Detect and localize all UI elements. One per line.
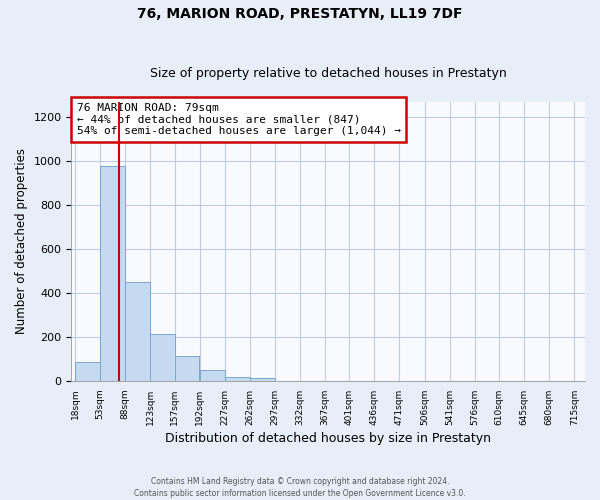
X-axis label: Distribution of detached houses by size in Prestatyn: Distribution of detached houses by size … [165, 432, 491, 445]
Text: 76, MARION ROAD, PRESTATYN, LL19 7DF: 76, MARION ROAD, PRESTATYN, LL19 7DF [137, 8, 463, 22]
Bar [100, 166, 125, 381]
Bar [175, 356, 199, 381]
Bar [250, 378, 275, 381]
Text: Contains HM Land Registry data © Crown copyright and database right 2024.
Contai: Contains HM Land Registry data © Crown c… [134, 476, 466, 498]
Title: Size of property relative to detached houses in Prestatyn: Size of property relative to detached ho… [150, 66, 506, 80]
Bar [151, 334, 175, 381]
Y-axis label: Number of detached properties: Number of detached properties [15, 148, 28, 334]
Bar [75, 362, 100, 381]
Text: 76 MARION ROAD: 79sqm
← 44% of detached houses are smaller (847)
54% of semi-det: 76 MARION ROAD: 79sqm ← 44% of detached … [77, 103, 401, 136]
Bar [200, 370, 224, 381]
Bar [125, 282, 150, 381]
Bar [225, 376, 250, 381]
